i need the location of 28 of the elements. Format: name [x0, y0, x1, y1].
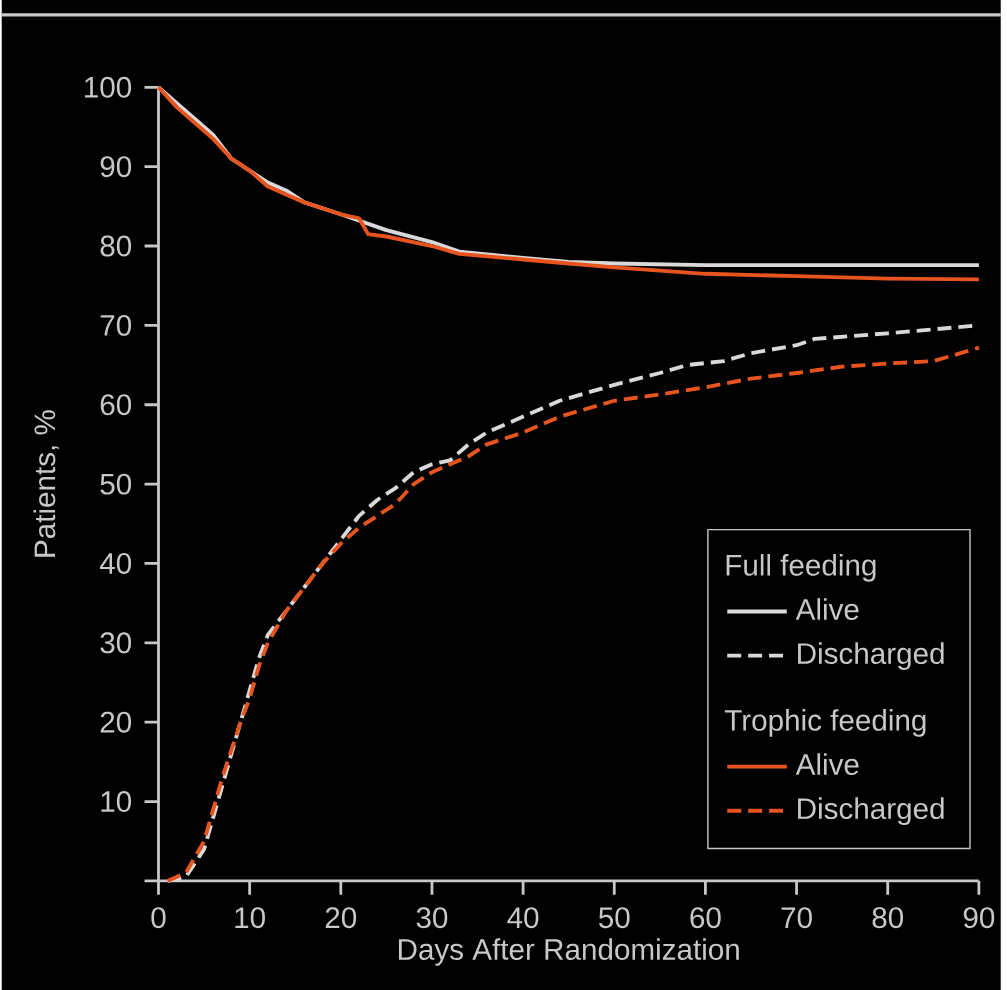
y-tick-label: 30: [100, 632, 132, 654]
x-tick-label: 40: [507, 907, 539, 929]
y-tick-label: 40: [99, 552, 132, 574]
legend-label: Alive: [795, 753, 859, 775]
y-tick-label: 80: [100, 235, 132, 257]
y-tick-label: 50: [100, 473, 132, 495]
x-tick-label: 60: [690, 907, 721, 929]
y-tick-label: 20: [100, 711, 132, 733]
x-tick-label: 90: [963, 907, 995, 929]
y-axis-title: Patients, %: [33, 410, 59, 557]
y-tick-label: 90: [100, 156, 132, 178]
y-tick-label: 70: [100, 314, 132, 336]
x-tick-label: 80: [872, 907, 904, 929]
annotation: Full feeding: [726, 554, 876, 582]
x-tick-label: 70: [781, 907, 812, 929]
annotation: Trophic feeding: [724, 709, 926, 737]
x-axis-title: Days After Randomization: [398, 938, 739, 966]
y-tick-label: 10: [101, 791, 132, 813]
x-tick-label: 20: [325, 907, 357, 929]
y-tick-label: 100: [85, 76, 132, 98]
legend-label: Discharged: [798, 642, 944, 670]
x-tick-label: 0: [151, 907, 166, 929]
x-tick-label: 10: [235, 907, 265, 929]
x-tick-label: 50: [598, 907, 630, 929]
x-tick-label: 30: [416, 907, 448, 929]
y-tick-label: 60: [100, 394, 132, 416]
legend-label: Alive: [795, 598, 859, 620]
legend-label: Discharged: [798, 797, 944, 825]
